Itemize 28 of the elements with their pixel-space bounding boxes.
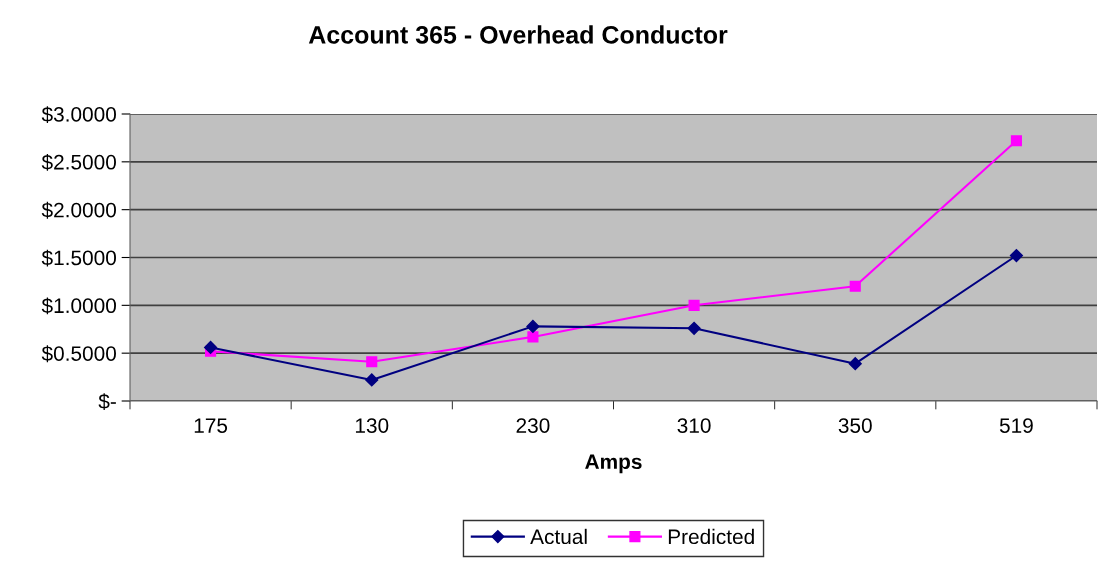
x-tick-label: 310	[677, 418, 711, 433]
point	[366, 356, 378, 368]
point	[687, 321, 701, 335]
point	[849, 280, 861, 292]
x-tick-label: 130	[355, 418, 389, 433]
chart-title: Account 365 - Overhead Conductor	[308, 25, 728, 44]
x-tick-label: 230	[516, 418, 550, 433]
point	[203, 340, 218, 355]
y-tick-label: $1.5000	[41, 249, 116, 267]
y-tick-label: $0.5000	[41, 345, 116, 363]
legend-label: Predicted	[668, 528, 754, 545]
x-tick-label: 350	[838, 418, 872, 433]
y-tick-label: $3.0000	[41, 106, 116, 123]
legend-label: Actual	[530, 528, 587, 545]
point	[1009, 248, 1024, 263]
y-tick-label: $1.0000	[41, 297, 116, 315]
point	[365, 373, 379, 387]
point	[1010, 135, 1022, 147]
y-tick-label: $2.0000	[41, 201, 116, 219]
x-tick-label: 519	[999, 418, 1033, 433]
y-tick-label: $2.5000	[41, 153, 116, 171]
point	[848, 357, 862, 371]
point	[527, 331, 539, 343]
x-axis-title: Amps	[585, 454, 642, 474]
point	[526, 319, 540, 333]
x-tick-label: 175	[194, 418, 228, 433]
point	[688, 299, 700, 311]
y-tick-label: $-	[98, 393, 116, 410]
